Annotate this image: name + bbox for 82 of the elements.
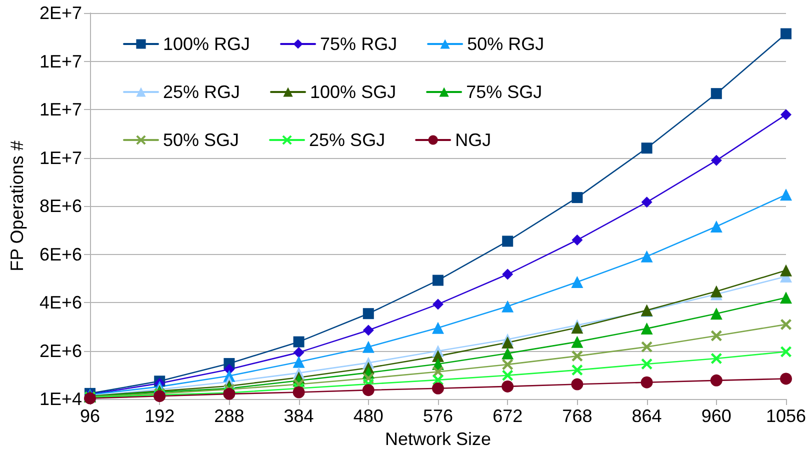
point (571, 336, 584, 348)
point (432, 382, 444, 394)
point (640, 250, 653, 262)
x-tick-label: 480 (353, 406, 384, 426)
point (502, 359, 514, 370)
y-tick-label: 1E+7 (39, 51, 82, 72)
point (502, 336, 514, 349)
point (432, 298, 444, 310)
y-tick-label: 1E+4 (39, 389, 82, 409)
x-tick-label: 960 (701, 406, 732, 426)
x-tick-label: 864 (632, 406, 662, 426)
point (780, 188, 792, 201)
legend-label: 75% SGJ (466, 82, 542, 102)
point (780, 264, 792, 276)
point (572, 350, 583, 362)
point (710, 352, 722, 364)
point (362, 340, 374, 353)
point (362, 308, 374, 320)
point (502, 380, 514, 392)
point (571, 276, 584, 288)
x-tick-label: 192 (144, 406, 175, 426)
legend-label: 25% SGJ (309, 130, 386, 150)
y-tick-label: 1E+7 (39, 148, 82, 168)
point (640, 322, 653, 335)
x-tick-label: 96 (80, 406, 100, 426)
y-tick-label: 4E+6 (39, 292, 82, 312)
point (780, 318, 792, 330)
point (572, 192, 583, 204)
y-tick-label: 2E+6 (39, 340, 82, 361)
point (292, 356, 305, 368)
point (432, 322, 444, 334)
point (293, 336, 304, 348)
point (641, 341, 652, 352)
point (571, 322, 584, 334)
legend-label: NGJ (455, 130, 492, 150)
point (710, 88, 722, 100)
point (710, 154, 722, 166)
legend-label: 25% RGJ (163, 82, 240, 102)
point (502, 370, 514, 381)
point (432, 274, 444, 286)
point (572, 234, 583, 246)
point (710, 330, 722, 342)
point (710, 285, 722, 298)
legend-label: 50% SGJ (163, 130, 240, 150)
x-tick-label: 672 (492, 406, 523, 426)
x-axis-title: Network Size (384, 428, 492, 449)
y-tick-label: 8E+6 (39, 196, 82, 216)
x-tick-label: 384 (284, 406, 314, 426)
legend-label: 50% RGJ (467, 34, 544, 54)
point (362, 324, 374, 336)
point (641, 358, 652, 370)
point (641, 142, 652, 154)
point (780, 109, 792, 120)
point (710, 374, 722, 386)
y-tick-label: 6E+6 (39, 244, 82, 264)
point (292, 386, 305, 398)
point (780, 292, 792, 304)
x-tick-label: 288 (214, 406, 244, 426)
point (502, 347, 514, 360)
y-axis-title: FP Operations # (7, 140, 27, 272)
y-tick-label: 2E+7 (39, 3, 82, 23)
point (780, 346, 792, 358)
point (640, 376, 653, 388)
point (572, 364, 583, 376)
point (710, 220, 722, 233)
point (502, 236, 514, 247)
legend-label: 75% RGJ (320, 34, 398, 54)
legend-label: 100% SGJ (310, 82, 396, 102)
x-tick-label: 576 (422, 406, 454, 426)
point (780, 28, 792, 40)
point (502, 300, 514, 312)
x-tick-label: 1056 (766, 406, 806, 426)
point (571, 378, 584, 390)
point (780, 372, 792, 385)
point (641, 196, 652, 208)
x-tick-label: 768 (562, 406, 592, 426)
legend-label: 100% RGJ (163, 34, 250, 54)
point (362, 384, 374, 396)
point (293, 346, 304, 358)
point (502, 268, 514, 280)
y-tick-label: 1E+7 (39, 100, 82, 120)
point (710, 308, 722, 320)
